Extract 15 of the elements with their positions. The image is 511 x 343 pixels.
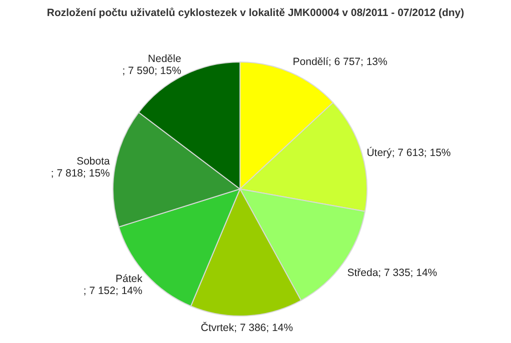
data-label: ; 7 613; 15%	[392, 146, 451, 159]
data-label: ; 6 757; 13%	[328, 56, 388, 68]
slice-label: Středa	[347, 267, 378, 280]
slice-label: Úterý	[366, 146, 393, 159]
slice-label: Neděle	[148, 52, 182, 65]
data-label: ; 7 818; 15%	[50, 167, 110, 180]
data-label: ; 7 152; 14%	[83, 284, 142, 297]
data-label: ; 7 590; 15%	[122, 64, 182, 77]
chart-title: Rozložení počtu uživatelů cyklostezek v lokalitě JMK00004 v 08/2011 - 07/2012 (dny)	[46, 7, 464, 19]
slice-label: Čtvrtek	[200, 320, 235, 334]
slice-label: Sobota	[76, 155, 110, 168]
data-label: ; 7 335; 14%	[378, 267, 438, 280]
slice-label: Pátek	[115, 272, 144, 285]
slice-label: Pondělí	[292, 56, 328, 68]
data-label: ; 7 386; 14%	[234, 322, 293, 334]
